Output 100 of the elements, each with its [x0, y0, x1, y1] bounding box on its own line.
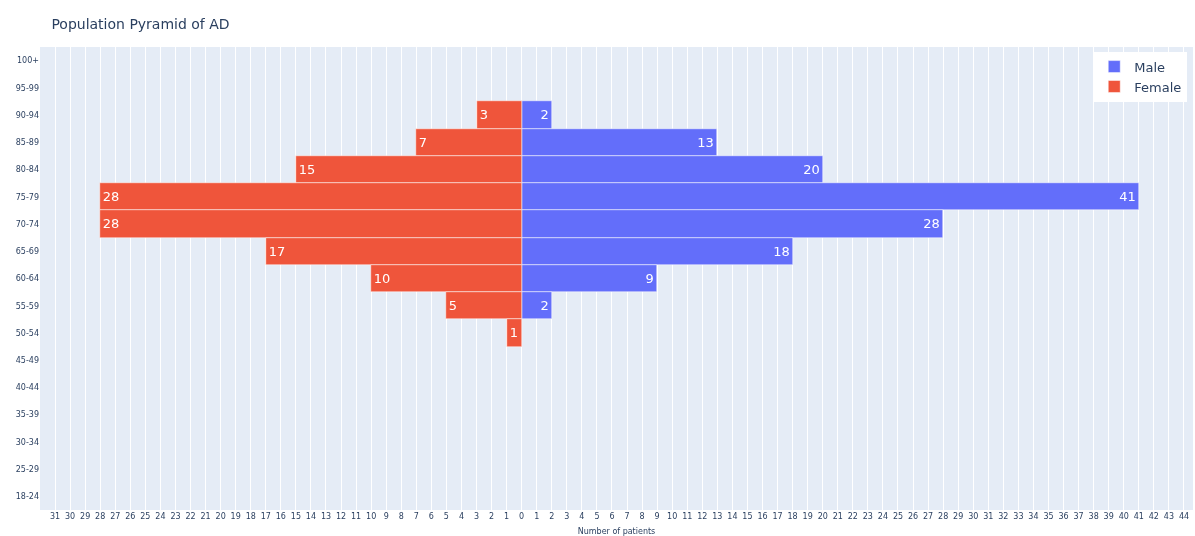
data-label: 2 — [540, 107, 549, 123]
x-tick-label: 43 — [1163, 512, 1175, 521]
x-axis-title: Number of patients — [577, 527, 656, 536]
x-tick-label: 18 — [787, 512, 798, 521]
x-tick-label: 33 — [1013, 512, 1024, 521]
x-tick-label: 7 — [413, 512, 419, 521]
x-tick-label: 6 — [428, 512, 434, 521]
y-tick-label: 45-49 — [15, 356, 39, 366]
data-label: 3 — [479, 107, 489, 123]
y-tick-label: 65-69 — [15, 247, 39, 257]
x-tick-label: 11 — [682, 512, 693, 521]
data-label: 7 — [418, 134, 428, 150]
data-label: 13 — [697, 134, 714, 150]
y-tick-label: 30-34 — [15, 437, 39, 447]
x-tick-label: 2 — [489, 512, 495, 521]
data-label: 18 — [773, 243, 790, 259]
data-label: 10 — [373, 270, 391, 286]
y-tick-label: 25-29 — [15, 464, 39, 474]
x-tick-label: 29 — [953, 512, 964, 521]
data-label: 28 — [923, 216, 940, 232]
x-tick-label: 28 — [95, 512, 106, 521]
x-tick-label: 20 — [817, 512, 828, 521]
data-label: 9 — [645, 270, 654, 286]
y-tick-label: 85-89 — [15, 138, 39, 148]
data-label: 28 — [102, 188, 120, 204]
y-tick-label: 75-79 — [15, 192, 39, 202]
x-tick-label: 13 — [320, 512, 332, 521]
x-tick-label: 15 — [742, 512, 753, 521]
x-tick-label: 3 — [564, 512, 570, 521]
x-tick-label: 41 — [1133, 512, 1144, 521]
x-tick-label: 3 — [473, 512, 480, 521]
x-tick-label: 2 — [549, 512, 555, 521]
x-tick-label: 19 — [802, 512, 813, 521]
x-tick-label: 14 — [727, 512, 738, 521]
x-tick-label: 25 — [892, 512, 904, 521]
y-tick-label: 60-64 — [15, 274, 39, 284]
x-tick-label: 22 — [185, 512, 196, 521]
y-tick-label: 35-39 — [15, 410, 39, 420]
x-tick-label: 17 — [260, 512, 271, 521]
x-tick-label: 8 — [639, 512, 645, 521]
x-tick-label: 35 — [1043, 512, 1054, 521]
x-tick-label: 0 — [519, 512, 525, 521]
x-tick-label: 7 — [624, 512, 630, 521]
x-tick-label: 29 — [80, 512, 91, 521]
x-tick-label: 21 — [200, 512, 211, 521]
x-tick-label: 16 — [757, 512, 768, 521]
x-tick-label: 30 — [65, 512, 76, 521]
x-tick-label: 6 — [609, 512, 615, 521]
x-tick-label: 32 — [998, 512, 1009, 521]
y-tick-label: 95-99 — [15, 83, 39, 93]
x-tick-label: 5 — [443, 512, 449, 521]
y-tick-label: 80-84 — [15, 165, 39, 175]
x-tick-label: 28 — [938, 512, 949, 521]
y-tick-label: 70-74 — [15, 219, 39, 229]
data-label: 28 — [102, 216, 120, 232]
data-label: 17 — [268, 243, 286, 259]
x-tick-label: 24 — [877, 512, 889, 521]
y-tick-label: 100+ — [17, 56, 39, 66]
data-label: 41 — [1119, 188, 1136, 204]
x-tick-label: 18 — [245, 512, 256, 521]
x-tick-label: 9 — [654, 512, 660, 521]
x-tick-label: 1 — [534, 512, 540, 521]
x-tick-label: 20 — [215, 512, 226, 521]
x-tick-label: 10 — [667, 512, 678, 521]
x-tick-label: 4 — [579, 512, 585, 521]
data-label: 1 — [509, 325, 519, 341]
x-tick-label: 1 — [504, 512, 510, 521]
x-tick-label: 19 — [230, 512, 241, 521]
x-tick-label: 9 — [383, 512, 389, 521]
x-tick-label: 8 — [398, 512, 404, 521]
x-tick-label: 26 — [907, 512, 919, 521]
x-tick-label: 13 — [712, 512, 723, 521]
x-tick-label: 14 — [305, 512, 317, 521]
y-tick-label: 18-24 — [15, 492, 39, 502]
data-label: 20 — [803, 161, 820, 177]
chart-title: Population Pyramid of AD — [51, 15, 230, 32]
x-tick-label: 15 — [290, 512, 301, 521]
x-tick-label: 38 — [1088, 512, 1099, 521]
x-tick-label: 10 — [366, 512, 377, 521]
x-tick-label: 44 — [1178, 512, 1190, 521]
x-tick-label: 42 — [1148, 512, 1159, 521]
y-tick-label: 50-54 — [15, 328, 39, 338]
x-tick-label: 25 — [140, 512, 151, 521]
x-tick-label: 22 — [847, 512, 858, 521]
x-tick-label: 5 — [594, 512, 600, 521]
x-tick-label: 34 — [1028, 512, 1039, 521]
x-tick-label: 31 — [49, 512, 61, 521]
x-tick-label: 12 — [335, 512, 347, 521]
data-label: 5 — [448, 297, 458, 313]
data-label: 15 — [298, 161, 316, 177]
y-tick-label: 55-59 — [15, 301, 39, 311]
data-label: 2 — [540, 297, 549, 313]
x-tick-label: 23 — [170, 512, 181, 521]
x-tick-label: 27 — [922, 512, 934, 521]
x-tick-label: 31 — [983, 512, 994, 521]
x-tick-label: 24 — [155, 512, 166, 521]
x-tick-label: 11 — [351, 512, 362, 521]
x-tick-label: 27 — [110, 512, 121, 521]
x-tick-label: 21 — [832, 512, 843, 521]
x-tick-label: 26 — [125, 512, 136, 521]
